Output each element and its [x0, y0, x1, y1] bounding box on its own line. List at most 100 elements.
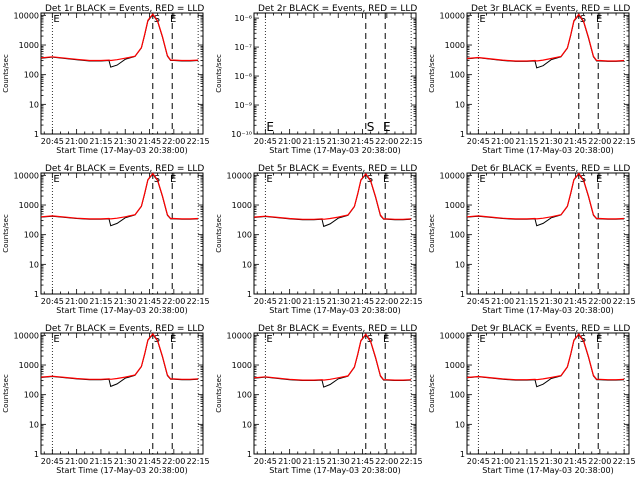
x-tick-label: 22:15 — [400, 457, 423, 466]
marker-letter: E — [266, 120, 274, 134]
x-tick-label: 21:15 — [302, 137, 325, 146]
y-tick-label: 1000 — [232, 201, 252, 210]
y-tick-label: 1 — [34, 130, 39, 139]
y-tick-label: 1 — [247, 290, 252, 299]
x-axis-label: Start Time (17-May-03 20:38:00) — [482, 306, 613, 315]
y-tick-label: 100 — [24, 231, 39, 240]
marker-letter: E — [170, 334, 176, 345]
panel-det-4: Det 4r BLACK = Events, RED = LLD 1 10 100 10… — [2, 164, 210, 315]
series-line-lld — [40, 13, 199, 62]
y-tick-label: 1000 — [19, 201, 39, 210]
y-tick-label: 1 — [460, 290, 465, 299]
y-tick-label: 1000 — [445, 41, 465, 50]
y-tick-label: 10 — [242, 420, 252, 429]
y-axis-label: Counts/sec — [215, 54, 223, 93]
x-tick-label: 21:15 — [89, 457, 112, 466]
x-tick-label: 22:00 — [162, 297, 185, 306]
x-axis-label: Start Time (17-May-03 20:38:00) — [269, 466, 400, 475]
panel-det-7: Det 7r BLACK = Events, RED = LLD 1 10 100 10… — [2, 324, 210, 475]
y-tick-label: 1 — [460, 130, 465, 139]
x-tick-label: 21:15 — [302, 457, 325, 466]
x-tick-label: 20:45 — [254, 457, 277, 466]
marker-letter: E — [266, 334, 272, 345]
marker-letter: E — [383, 334, 389, 345]
x-tick-label: 21:00 — [65, 137, 88, 146]
x-tick-label: 21:00 — [278, 297, 301, 306]
y-tick-label: 1000 — [445, 201, 465, 210]
panel-title: Det 7r BLACK = Events, RED = LLD — [45, 324, 204, 334]
x-tick-label: 22:15 — [187, 297, 210, 306]
marker-letter: E — [383, 120, 391, 134]
panel-det-9: Det 9r BLACK = Events, RED = LLD 1 10 100 10… — [428, 324, 636, 475]
x-tick-label: 21:00 — [65, 297, 88, 306]
x-tick-label: 21:45 — [138, 457, 161, 466]
panel-det-6: Det 6r BLACK = Events, RED = LLD 1 10 100 10… — [428, 164, 636, 315]
y-tick-label: 10000 — [227, 331, 252, 340]
y-tick-label: 100 — [450, 391, 465, 400]
y-tick-label: 1000 — [445, 361, 465, 370]
x-tick-label: 21:15 — [515, 297, 538, 306]
x-tick-label: 20:45 — [41, 137, 64, 146]
panel-det-3: Det 3r BLACK = Events, RED = LLD 1 10 100 10… — [428, 4, 636, 155]
x-tick-label: 20:45 — [41, 297, 64, 306]
x-tick-label: 21:30 — [114, 457, 137, 466]
y-tick-label: 100 — [237, 231, 252, 240]
panel-title: Det 3r BLACK = Events, RED = LLD — [471, 4, 630, 14]
marker-letter: E — [383, 174, 389, 185]
x-tick-label: 21:15 — [515, 137, 538, 146]
x-tick-label: 21:00 — [491, 297, 514, 306]
x-tick-label: 22:15 — [187, 457, 210, 466]
y-axis-label: Counts/sec — [428, 374, 436, 413]
y-tick-label: 1 — [460, 450, 465, 459]
panel-det-8: Det 8r BLACK = Events, RED = LLD 1 10 100 10… — [215, 324, 423, 475]
panel-det-1: Det 1r BLACK = Events, RED = LLD 1 10 100 10… — [2, 4, 210, 155]
x-tick-label: 21:45 — [138, 297, 161, 306]
y-tick-label: 10000 — [14, 171, 39, 180]
x-tick-label: 22:00 — [375, 297, 398, 306]
marker-letter: E — [479, 14, 485, 25]
series-line-lld — [466, 333, 625, 381]
panel-title: Det 1r BLACK = Events, RED = LLD — [45, 4, 204, 14]
marker-letter: E — [596, 334, 602, 345]
x-axis-label: Start Time (17-May-03 20:38:00) — [482, 146, 613, 155]
y-tick-label: 10⁻⁸ — [234, 72, 252, 81]
series-line-lld — [40, 172, 199, 220]
panel-title: Det 8r BLACK = Events, RED = LLD — [258, 324, 417, 334]
series-line-lld — [466, 13, 625, 62]
marker-letter: E — [170, 14, 176, 25]
x-tick-label: 20:45 — [254, 137, 277, 146]
y-tick-label: 10000 — [440, 11, 465, 20]
plot-frame — [40, 332, 204, 455]
x-tick-label: 20:45 — [41, 457, 64, 466]
x-tick-label: 21:15 — [515, 457, 538, 466]
x-tick-label: 22:00 — [588, 457, 611, 466]
plot-frame — [253, 332, 417, 455]
y-tick-label: 10000 — [440, 171, 465, 180]
x-tick-label: 22:00 — [375, 137, 398, 146]
plot-frame — [40, 12, 204, 135]
series-line-lld — [40, 332, 199, 380]
x-tick-label: 22:00 — [162, 457, 185, 466]
marker-letter: E — [479, 174, 485, 185]
panel-det-5: Det 5r BLACK = Events, RED = LLD 1 10 100 10… — [215, 164, 423, 315]
x-tick-label: 21:30 — [540, 297, 563, 306]
y-tick-label: 10 — [29, 260, 39, 269]
x-tick-label: 21:45 — [351, 457, 374, 466]
panel-title: Det 2r BLACK = Events, RED = LLD — [258, 4, 417, 14]
panel-title: Det 9r BLACK = Events, RED = LLD — [471, 324, 630, 334]
x-axis-label: Start Time (17-May-03 20:38:00) — [56, 466, 187, 475]
x-tick-label: 21:15 — [89, 137, 112, 146]
marker-letter: E — [53, 334, 59, 345]
y-tick-label: 1000 — [232, 361, 252, 370]
y-tick-label: 100 — [24, 391, 39, 400]
y-axis-label: Counts/sec — [428, 54, 436, 93]
marker-letter: E — [170, 174, 176, 185]
x-tick-label: 21:45 — [564, 137, 587, 146]
marker-letter: S — [367, 120, 375, 134]
series-line-lld — [253, 333, 412, 381]
marker-letter: E — [596, 174, 602, 185]
y-tick-label: 10 — [455, 260, 465, 269]
y-tick-label: 100 — [237, 391, 252, 400]
x-tick-label: 21:00 — [491, 137, 514, 146]
x-tick-label: 22:15 — [187, 137, 210, 146]
